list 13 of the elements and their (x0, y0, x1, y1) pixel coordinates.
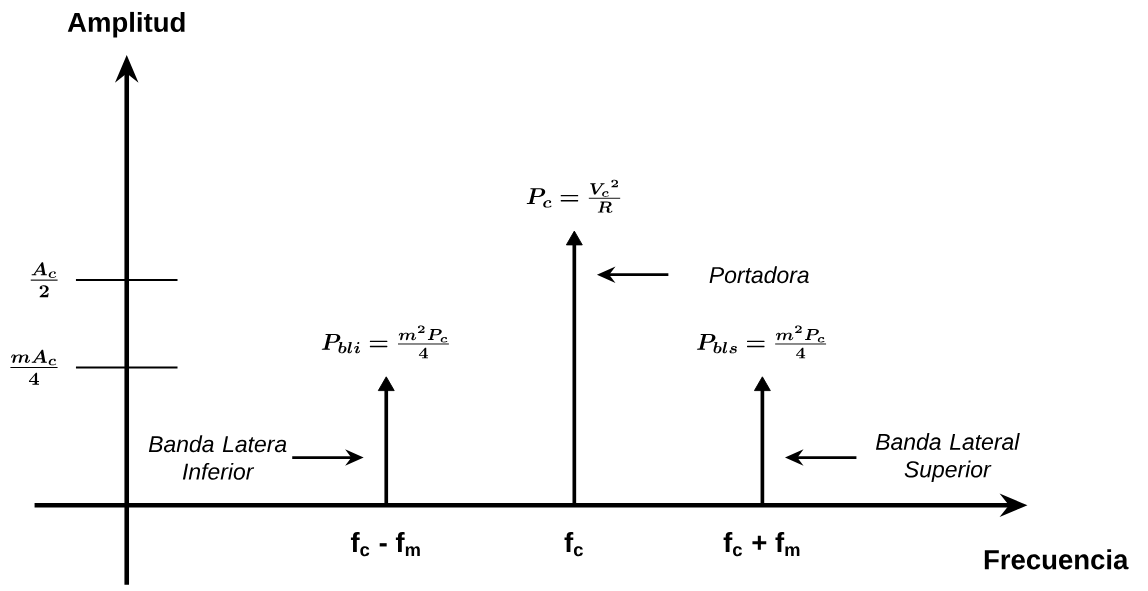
text: Amplitud (67, 11, 185, 38)
text: Banda Lateral Superior (875, 432, 1020, 482)
x-tick-label: f$_{c}$ (564, 531, 583, 557)
text: $\bm{P_c = \frac{{V_c}^{2}}{R}}$ (526, 179, 621, 213)
x-tick-label: f$_{c}$ + f$_{m}$ (723, 531, 800, 557)
x-tick-label: f$_{c}$ - f$_{m}$ (350, 531, 420, 557)
x-axis-title: Frecuencia (984, 549, 1129, 570)
annotation: $\bm{P_{bli} = \frac{m^{2}P_c}{4}}$ (321, 325, 449, 359)
text: $\bm{\frac{mA_c}{4}}$ (10, 349, 58, 385)
annotation: Portadora (709, 266, 809, 283)
text: Banda Latera Inferior (148, 435, 287, 480)
annotation: $\bm{P_{bls} = \frac{m^{2}P_c}{4}}$ (696, 325, 827, 359)
text: $\bm{\frac{A_c}{2}}$ (30, 262, 58, 298)
